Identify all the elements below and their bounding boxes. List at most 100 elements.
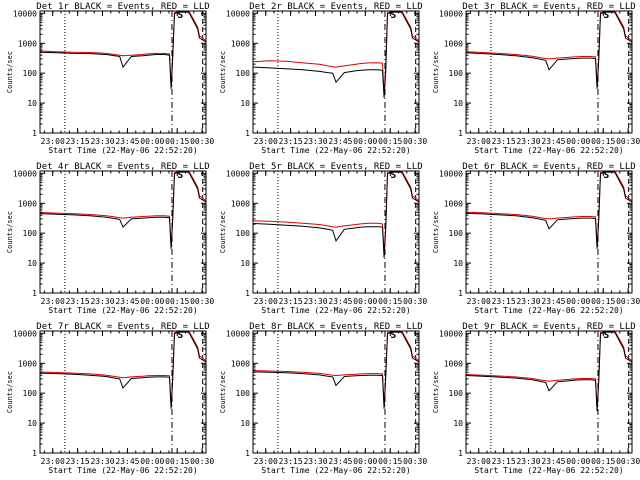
y-tick-label: 100 [236,69,251,78]
x-tick-label: 00:15 [165,297,189,306]
x-axis-label: Start Time (22-May-06 22:52:20) [474,146,623,155]
x-tick-label: 23:30 [90,297,114,306]
y-tick-label: 10 [453,419,463,428]
y-tick-label: 10 [453,99,463,108]
y-tick-label: 1 [32,129,37,138]
panel-title: Det 9r BLACK = Events, RED = LLD [462,322,635,332]
x-tick-label: 23:00 [254,137,278,146]
x-tick-label: 23:30 [303,457,327,466]
y-tick-label: 1000 [444,359,463,368]
saa-marker-label: S [390,10,396,21]
x-tick-label: 23:30 [303,137,327,146]
saa-marker-label: S [177,10,183,21]
lld-series-line [253,11,419,95]
x-axis-label: Start Time (22-May-06 22:52:20) [261,466,410,475]
x-axis-label: Start Time (22-May-06 22:52:20) [474,466,623,475]
panel-title: Det 5r BLACK = Events, RED = LLD [249,162,422,172]
saa-marker-label: S [603,330,609,341]
x-tick-label: 00:00 [353,457,377,466]
x-tick-label: 23:00 [41,457,65,466]
x-tick-label: 00:00 [566,137,590,146]
axes-frame [252,10,420,134]
x-tick-label: 23:45 [541,457,565,466]
lld-series-line [40,171,206,247]
events-series-line [253,11,419,98]
x-tick-label: 00:30 [403,457,427,466]
y-tick-label: 1 [32,449,37,458]
y-tick-label: 100 [236,229,251,238]
y-axis-label: Counts/sec [6,51,14,93]
y-tick-label: 10 [27,419,37,428]
x-tick-label: 23:00 [41,297,65,306]
x-tick-label: 23:15 [492,137,516,146]
events-series-line [40,171,206,249]
saa-marker-label: S [603,10,609,21]
x-tick-label: 23:45 [115,457,139,466]
lld-series-line [466,331,632,409]
x-tick-label: 00:00 [353,137,377,146]
x-tick-label: 00:00 [566,457,590,466]
x-axis-label: Start Time (22-May-06 22:52:20) [48,466,197,475]
x-tick-label: 23:15 [66,457,90,466]
y-tick-label: 100 [449,389,464,398]
x-tick-label: 00:00 [353,297,377,306]
x-tick-label: 00:15 [591,137,615,146]
x-tick-label: 00:15 [165,137,189,146]
y-tick-label: 10 [240,259,250,268]
y-tick-label: 100 [23,229,38,238]
events-series-line [253,171,419,258]
x-tick-label: 23:15 [279,457,303,466]
x-tick-label: 00:15 [591,297,615,306]
x-tick-label: 23:30 [516,457,540,466]
x-tick-label: 23:45 [328,297,352,306]
y-tick-label: 10000 [439,169,463,178]
x-tick-label: 00:15 [591,457,615,466]
y-tick-label: 1 [458,449,463,458]
x-tick-label: 00:15 [378,137,402,146]
panel-title: Det 8r BLACK = Events, RED = LLD [249,322,422,332]
x-tick-label: 23:15 [492,297,516,306]
lld-series-line [253,171,419,255]
x-tick-label: 00:15 [378,297,402,306]
x-tick-label: 00:15 [378,457,402,466]
y-tick-label: 1 [245,129,250,138]
axes-frame [252,330,420,454]
y-tick-label: 1 [32,289,37,298]
x-tick-label: 00:30 [403,297,427,306]
panel-title: Det 6r BLACK = Events, RED = LLD [462,162,635,172]
x-tick-label: 00:30 [190,457,214,466]
saa-marker-label: S [177,170,183,181]
saa-marker-label: S [390,170,396,181]
x-axis-label: Start Time (22-May-06 22:52:20) [474,306,623,315]
axes-frame [39,170,207,294]
y-axis-label: Counts/sec [6,211,14,253]
y-tick-label: 10000 [13,169,37,178]
y-tick-label: 1000 [444,39,463,48]
x-tick-label: 23:30 [90,137,114,146]
y-tick-label: 10 [453,259,463,268]
y-tick-label: 10000 [226,329,250,338]
x-tick-label: 23:15 [66,137,90,146]
y-tick-label: 1 [245,289,250,298]
lld-series-line [253,331,419,407]
y-tick-label: 10000 [439,9,463,18]
y-tick-label: 100 [449,69,464,78]
x-tick-label: 23:00 [467,137,491,146]
y-tick-label: 10000 [226,169,250,178]
x-tick-label: 23:30 [90,457,114,466]
y-tick-label: 1000 [444,199,463,208]
lld-series-line [466,11,632,87]
saa-marker-label: S [177,330,183,341]
x-tick-label: 00:00 [140,137,164,146]
y-tick-label: 1000 [18,359,37,368]
x-tick-label: 00:30 [190,137,214,146]
y-tick-label: 1000 [231,199,250,208]
x-tick-label: 23:15 [66,297,90,306]
lld-series-line [466,171,632,247]
x-tick-label: 23:30 [516,297,540,306]
lld-series-line [40,331,206,407]
